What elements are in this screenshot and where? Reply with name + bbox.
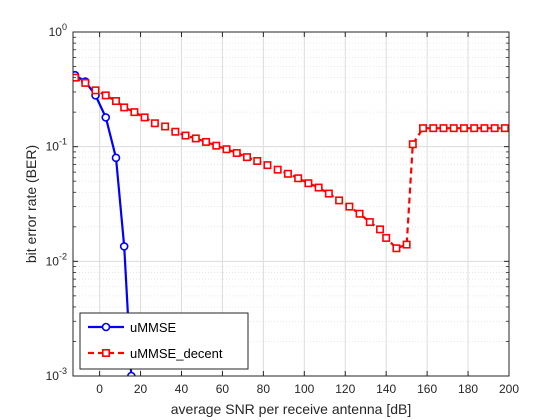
x-tick-label: 20 (134, 382, 148, 396)
data-point-uMMSE_decent (365, 218, 374, 227)
data-point-uMMSE_decent (449, 124, 458, 133)
data-point-uMMSE_decent (392, 244, 401, 253)
x-tick-label: 180 (458, 382, 478, 396)
data-point-uMMSE_decent (212, 141, 221, 150)
data-point-uMMSE_decent (470, 124, 479, 133)
minor-grid (73, 36, 509, 342)
data-point-uMMSE_decent (439, 124, 448, 133)
series-uMMSE_decent (73, 73, 509, 253)
data-point-uMMSE_decent (283, 169, 292, 178)
x-tick-label: 0 (96, 382, 103, 396)
legend-label-uMMSE_decent: uMMSE_decent (130, 346, 223, 361)
data-point-uMMSE_decent (202, 137, 211, 146)
data-point-uMMSE_decent (304, 179, 313, 188)
y-tick-label: 10-2 (46, 251, 67, 268)
x-tick-label: 200 (499, 382, 519, 396)
data-point-uMMSE_decent (150, 119, 159, 128)
data-point-uMMSE_decent (161, 122, 170, 131)
data-point-uMMSE_decent (376, 225, 385, 234)
data-point-uMMSE_decent (181, 131, 190, 140)
legend-box (79, 312, 249, 370)
tick-marks (73, 31, 510, 377)
x-tick-label: 140 (376, 382, 396, 396)
data-point-uMMSE (111, 153, 121, 163)
x-tick-labels: 0 20 40 60 80 100 120 140 160 180 200 (96, 382, 519, 396)
data-point-uMMSE_decent (242, 153, 251, 162)
data-point-uMMSE_decent (335, 196, 344, 205)
y-tick-label: 10-1 (46, 137, 67, 154)
data-point-uMMSE_decent (171, 127, 180, 136)
x-tick-label: 120 (335, 382, 355, 396)
data-point-uMMSE_decent (490, 124, 499, 133)
data-point-uMMSE_decent (345, 202, 354, 211)
data-point-uMMSE_decent (191, 134, 200, 143)
y-axis-label: bit error rate (BER) (23, 145, 39, 263)
x-tick-label: 160 (417, 382, 437, 396)
data-point-uMMSE_decent (480, 124, 489, 133)
legend-marker-uMMSE (101, 322, 111, 332)
y-tick-label: 100 (49, 22, 67, 39)
x-tick-label: 60 (216, 382, 230, 396)
data-point-uMMSE_decent (294, 174, 303, 183)
legend: uMMSE uMMSE_decent (79, 312, 249, 370)
data-point-uMMSE_decent (273, 165, 282, 174)
data-point-uMMSE_decent (314, 183, 323, 192)
data-point-uMMSE_decent (263, 161, 272, 170)
y-tick-label: 10-3 (46, 366, 67, 383)
y-tick-labels: 10-3 10-2 10-1 100 (46, 22, 67, 383)
data-point-uMMSE_decent (402, 240, 411, 249)
data-point-uMMSE_decent (232, 149, 241, 158)
data-point-uMMSE_decent (222, 145, 231, 154)
data-point-uMMSE (127, 371, 136, 376)
data-point-uMMSE_decent (324, 189, 333, 198)
x-tick-label: 80 (257, 382, 271, 396)
data-point-uMMSE_decent (81, 78, 90, 87)
x-tick-label: 40 (175, 382, 189, 396)
series-layer (73, 70, 509, 376)
data-point-uMMSE_decent (253, 156, 262, 165)
data-point-uMMSE_decent (355, 209, 364, 218)
data-point-uMMSE_decent (408, 140, 417, 149)
data-point-uMMSE_decent (382, 233, 391, 242)
legend-label-uMMSE: uMMSE (130, 320, 177, 335)
data-point-uMMSE_decent (111, 97, 120, 106)
data-point-uMMSE_decent (130, 108, 139, 117)
data-point-uMMSE_decent (101, 91, 110, 100)
data-point-uMMSE_decent (419, 124, 428, 133)
x-tick-label: 100 (294, 382, 314, 396)
x-axis-label: average SNR per receive antenna [dB] (171, 401, 411, 417)
data-point-uMMSE_decent (140, 113, 149, 122)
data-point-uMMSE_decent (120, 103, 129, 112)
data-point-uMMSE (119, 242, 129, 251)
data-point-uMMSE_decent (500, 124, 509, 133)
data-point-uMMSE_decent (429, 124, 438, 133)
data-point-uMMSE_decent (91, 86, 100, 95)
data-point-uMMSE_decent (459, 124, 468, 133)
plot-frame (72, 31, 510, 377)
data-point-uMMSE (101, 113, 111, 122)
legend-marker-uMMSE_decent (102, 348, 111, 357)
